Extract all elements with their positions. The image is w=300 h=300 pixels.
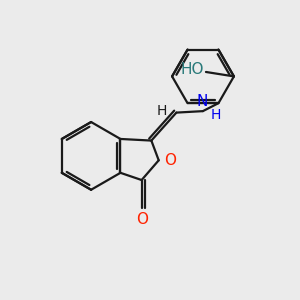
Text: O: O [136, 212, 148, 226]
Text: H: H [157, 104, 167, 118]
Text: HO: HO [180, 62, 204, 77]
Text: N: N [196, 94, 208, 109]
Text: H: H [211, 108, 221, 122]
Text: O: O [164, 153, 176, 168]
